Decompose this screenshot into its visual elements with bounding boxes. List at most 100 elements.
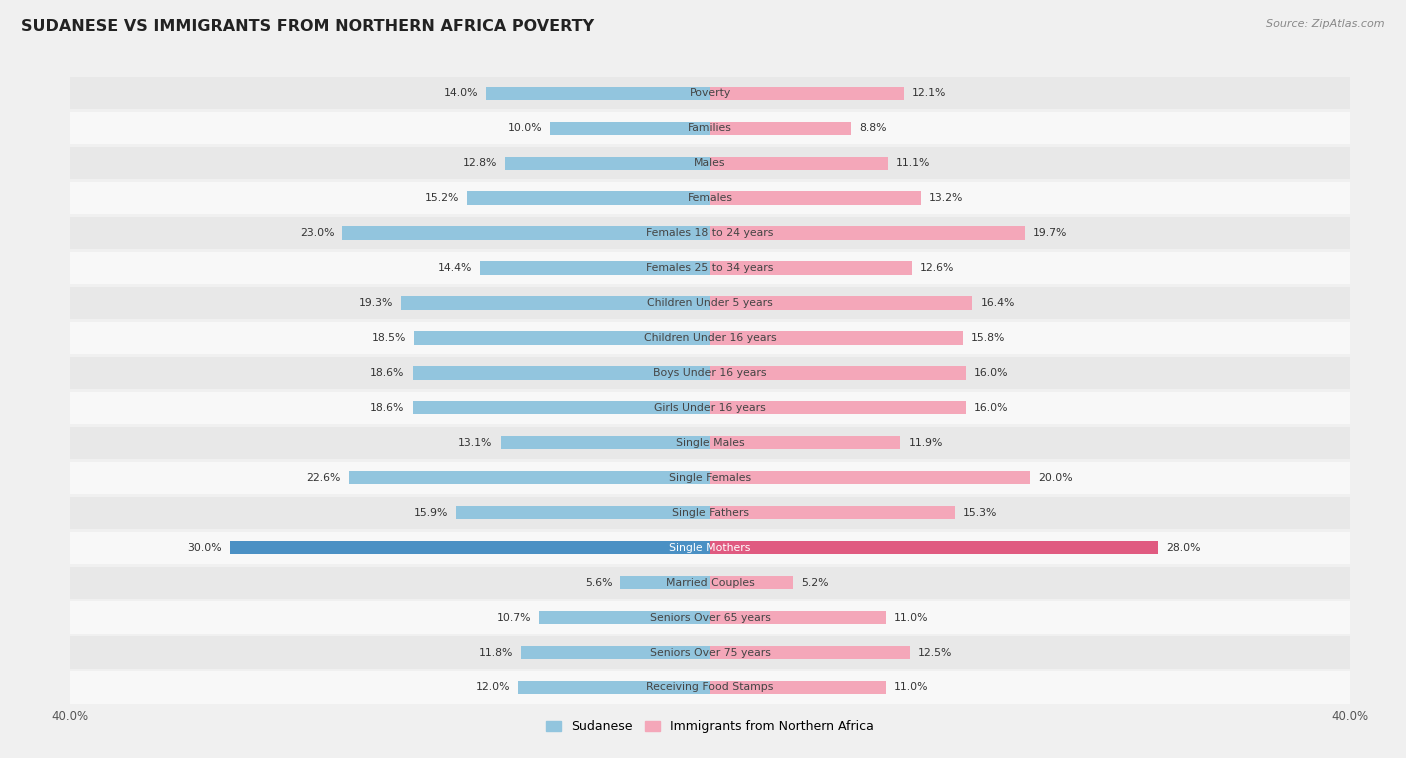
- Bar: [710, 681, 886, 694]
- Text: 20.0%: 20.0%: [1038, 473, 1073, 483]
- Text: 28.0%: 28.0%: [1166, 543, 1201, 553]
- Text: 10.7%: 10.7%: [496, 612, 531, 622]
- Text: 18.5%: 18.5%: [371, 333, 406, 343]
- Text: 5.6%: 5.6%: [585, 578, 613, 587]
- Bar: [70, 252, 1350, 284]
- Text: Seniors Over 75 years: Seniors Over 75 years: [650, 647, 770, 657]
- Bar: [486, 86, 710, 100]
- Text: Single Fathers: Single Fathers: [672, 508, 748, 518]
- Bar: [467, 192, 710, 205]
- Text: 13.1%: 13.1%: [458, 438, 492, 448]
- Text: 14.4%: 14.4%: [437, 263, 472, 273]
- Text: Single Females: Single Females: [669, 473, 751, 483]
- Text: Girls Under 16 years: Girls Under 16 years: [654, 402, 766, 413]
- Bar: [456, 506, 710, 519]
- Text: 16.4%: 16.4%: [980, 298, 1015, 308]
- Text: Children Under 5 years: Children Under 5 years: [647, 298, 773, 308]
- Text: 18.6%: 18.6%: [370, 368, 405, 378]
- Text: Single Males: Single Males: [676, 438, 744, 448]
- Text: 11.0%: 11.0%: [894, 612, 928, 622]
- Bar: [710, 86, 904, 100]
- Bar: [501, 436, 710, 449]
- Text: 11.9%: 11.9%: [908, 438, 942, 448]
- Text: Receiving Food Stamps: Receiving Food Stamps: [647, 682, 773, 693]
- Bar: [70, 182, 1350, 215]
- Bar: [710, 227, 1025, 240]
- Bar: [710, 471, 1029, 484]
- Bar: [517, 681, 710, 694]
- Text: 19.3%: 19.3%: [359, 298, 394, 308]
- Bar: [710, 157, 887, 170]
- Bar: [70, 637, 1350, 669]
- Bar: [70, 147, 1350, 179]
- Text: 16.0%: 16.0%: [974, 368, 1008, 378]
- Text: SUDANESE VS IMMIGRANTS FROM NORTHERN AFRICA POVERTY: SUDANESE VS IMMIGRANTS FROM NORTHERN AFR…: [21, 19, 595, 34]
- Text: Source: ZipAtlas.com: Source: ZipAtlas.com: [1267, 19, 1385, 29]
- Bar: [70, 287, 1350, 319]
- Text: 5.2%: 5.2%: [801, 578, 828, 587]
- Bar: [70, 566, 1350, 599]
- Text: 13.2%: 13.2%: [929, 193, 963, 203]
- Bar: [70, 602, 1350, 634]
- Text: 15.2%: 15.2%: [425, 193, 458, 203]
- Text: Females 18 to 24 years: Females 18 to 24 years: [647, 228, 773, 238]
- Text: Families: Families: [688, 124, 733, 133]
- Text: 12.0%: 12.0%: [475, 682, 510, 693]
- Text: Single Mothers: Single Mothers: [669, 543, 751, 553]
- Bar: [710, 262, 911, 274]
- Text: Males: Males: [695, 158, 725, 168]
- Text: 12.8%: 12.8%: [463, 158, 498, 168]
- Text: Married Couples: Married Couples: [665, 578, 755, 587]
- Text: 12.1%: 12.1%: [911, 88, 946, 99]
- Text: 14.0%: 14.0%: [444, 88, 478, 99]
- Bar: [70, 531, 1350, 564]
- Bar: [70, 217, 1350, 249]
- Bar: [710, 436, 900, 449]
- Text: Poverty: Poverty: [689, 88, 731, 99]
- Bar: [710, 296, 973, 309]
- Bar: [349, 471, 710, 484]
- Bar: [538, 611, 710, 624]
- Text: Children Under 16 years: Children Under 16 years: [644, 333, 776, 343]
- Text: 11.0%: 11.0%: [894, 682, 928, 693]
- Text: 15.9%: 15.9%: [413, 508, 447, 518]
- Bar: [70, 322, 1350, 354]
- Bar: [70, 496, 1350, 529]
- Bar: [412, 366, 710, 380]
- Bar: [710, 646, 910, 659]
- Bar: [710, 192, 921, 205]
- Bar: [70, 77, 1350, 109]
- Legend: Sudanese, Immigrants from Northern Africa: Sudanese, Immigrants from Northern Afric…: [546, 720, 875, 733]
- Bar: [505, 157, 710, 170]
- Bar: [70, 427, 1350, 459]
- Text: 11.1%: 11.1%: [896, 158, 929, 168]
- Text: 23.0%: 23.0%: [299, 228, 335, 238]
- Bar: [710, 121, 851, 135]
- Bar: [710, 331, 963, 345]
- Bar: [342, 227, 710, 240]
- Bar: [550, 121, 710, 135]
- Text: Females 25 to 34 years: Females 25 to 34 years: [647, 263, 773, 273]
- Text: 11.8%: 11.8%: [479, 647, 513, 657]
- Text: 30.0%: 30.0%: [187, 543, 222, 553]
- Text: 15.3%: 15.3%: [963, 508, 997, 518]
- Text: 15.8%: 15.8%: [970, 333, 1005, 343]
- Bar: [70, 462, 1350, 493]
- Bar: [710, 541, 1159, 554]
- Bar: [479, 262, 710, 274]
- Bar: [415, 331, 710, 345]
- Text: 12.6%: 12.6%: [920, 263, 953, 273]
- Bar: [710, 366, 966, 380]
- Bar: [70, 672, 1350, 703]
- Text: 8.8%: 8.8%: [859, 124, 886, 133]
- Text: 10.0%: 10.0%: [508, 124, 543, 133]
- Bar: [710, 401, 966, 415]
- Text: Boys Under 16 years: Boys Under 16 years: [654, 368, 766, 378]
- Bar: [710, 576, 793, 589]
- Bar: [710, 611, 886, 624]
- Bar: [70, 112, 1350, 144]
- Bar: [412, 401, 710, 415]
- Text: 16.0%: 16.0%: [974, 402, 1008, 413]
- Bar: [70, 392, 1350, 424]
- Text: Females: Females: [688, 193, 733, 203]
